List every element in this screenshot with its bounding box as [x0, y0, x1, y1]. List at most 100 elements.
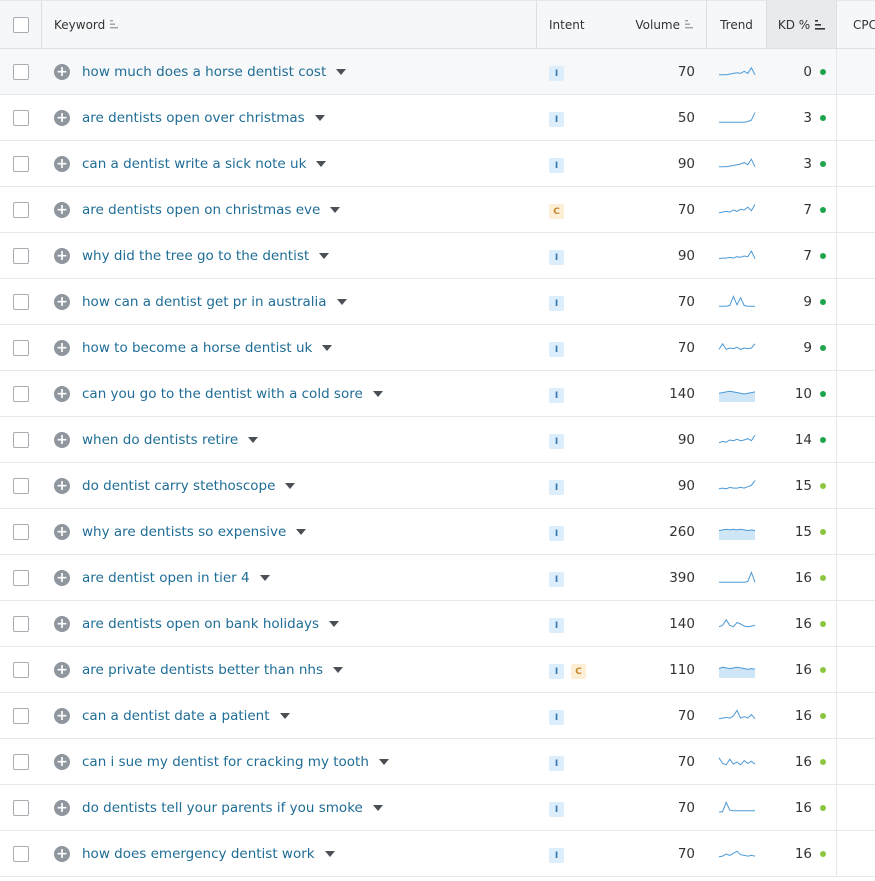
keyword-link[interactable]: how to become a horse dentist uk	[82, 339, 313, 356]
table-row: + can you go to the dentist with a cold …	[0, 371, 875, 417]
keyword-link[interactable]: can a dentist date a patient	[82, 707, 270, 724]
row-checkbox[interactable]	[13, 293, 29, 310]
add-keyword-icon[interactable]: +	[54, 109, 70, 126]
chevron-down-icon[interactable]	[285, 482, 296, 489]
kd-value: 10	[794, 385, 812, 402]
chevron-down-icon[interactable]	[324, 850, 335, 857]
keyword-link[interactable]: how does emergency dentist work	[82, 845, 315, 862]
header-volume[interactable]: Volume	[607, 1, 707, 48]
add-keyword-icon[interactable]: +	[54, 753, 70, 770]
row-checkbox[interactable]	[13, 707, 29, 724]
intent-badge: I	[549, 618, 564, 633]
chevron-down-icon[interactable]	[378, 758, 389, 765]
keyword-link[interactable]: are dentist open in tier 4	[82, 569, 250, 586]
chevron-down-icon[interactable]	[259, 574, 270, 581]
chevron-down-icon[interactable]	[296, 528, 307, 535]
keyword-link[interactable]: are dentists open over christmas	[82, 109, 305, 126]
row-checkbox[interactable]	[13, 569, 29, 586]
row-checkbox[interactable]	[13, 109, 29, 126]
row-checkbox[interactable]	[13, 799, 29, 816]
kd-difficulty-dot	[820, 758, 826, 765]
add-keyword-icon[interactable]: +	[54, 201, 70, 218]
add-keyword-icon[interactable]: +	[54, 799, 70, 816]
add-keyword-icon[interactable]: +	[54, 523, 70, 540]
trend-line	[718, 850, 756, 857]
header-kd[interactable]: KD %	[767, 1, 837, 48]
add-keyword-icon[interactable]: +	[54, 615, 70, 632]
keyword-link[interactable]: do dentists tell your parents if you smo…	[82, 799, 363, 816]
keyword-link[interactable]: how can a dentist get pr in australia	[82, 293, 327, 310]
keyword-link[interactable]: why are dentists so expensive	[82, 523, 287, 540]
cpc-cell	[837, 187, 875, 232]
row-select-cell	[0, 831, 42, 876]
trend-sparkline	[718, 666, 756, 678]
keyword-link[interactable]: why did the tree go to the dentist	[82, 247, 310, 264]
add-keyword-icon[interactable]: +	[54, 339, 70, 356]
header-keyword[interactable]: Keyword	[42, 1, 537, 48]
chevron-down-icon[interactable]	[372, 390, 383, 397]
chevron-down-icon[interactable]	[336, 298, 347, 305]
add-keyword-icon[interactable]: +	[54, 845, 70, 862]
add-keyword-icon[interactable]: +	[54, 707, 70, 724]
row-checkbox[interactable]	[13, 201, 29, 218]
chevron-down-icon[interactable]	[372, 804, 383, 811]
table-row: + how can a dentist get pr in australia …	[0, 279, 875, 325]
add-keyword-icon[interactable]: +	[54, 477, 70, 494]
add-keyword-icon[interactable]: +	[54, 569, 70, 586]
keyword-link[interactable]: are private dentists better than nhs	[82, 661, 323, 678]
chevron-down-icon[interactable]	[314, 114, 325, 121]
add-keyword-icon[interactable]: +	[54, 385, 70, 402]
add-keyword-icon[interactable]: +	[54, 155, 70, 172]
add-keyword-icon[interactable]: +	[54, 63, 70, 80]
row-checkbox[interactable]	[13, 247, 29, 264]
intent-cell: C	[537, 187, 607, 232]
kd-cell: 16	[767, 555, 837, 600]
keyword-link[interactable]: do dentist carry stethoscope	[82, 477, 276, 494]
row-checkbox[interactable]	[13, 615, 29, 632]
chevron-down-icon[interactable]	[333, 666, 343, 673]
chevron-down-icon[interactable]	[248, 436, 259, 443]
add-keyword-icon[interactable]: +	[54, 661, 70, 678]
row-checkbox[interactable]	[13, 155, 29, 172]
keyword-link[interactable]: when do dentists retire	[82, 431, 239, 448]
keyword-link[interactable]: how much does a horse dentist cost	[82, 63, 327, 80]
row-checkbox[interactable]	[13, 63, 29, 80]
row-checkbox[interactable]	[13, 385, 29, 402]
row-checkbox[interactable]	[13, 477, 29, 494]
keyword-cell: + can a dentist date a patient	[42, 693, 537, 738]
row-checkbox[interactable]	[13, 431, 29, 448]
add-keyword-icon[interactable]: +	[54, 293, 70, 310]
chevron-down-icon[interactable]	[319, 252, 330, 259]
table-row: + when do dentists retire I 90 14	[0, 417, 875, 463]
chevron-down-icon[interactable]	[316, 160, 327, 167]
keyword-link[interactable]: are dentists open on bank holidays	[82, 615, 320, 632]
keyword-link[interactable]: can you go to the dentist with a cold so…	[82, 385, 363, 402]
row-checkbox[interactable]	[13, 661, 29, 678]
add-keyword-icon[interactable]: +	[54, 431, 70, 448]
trend-sparkline	[718, 800, 755, 813]
intent-cell: I	[537, 325, 607, 370]
sort-active-icon	[815, 19, 826, 30]
chevron-down-icon[interactable]	[329, 620, 340, 627]
cpc-cell	[837, 371, 875, 416]
row-checkbox[interactable]	[13, 753, 29, 770]
chevron-down-icon[interactable]	[336, 68, 347, 75]
row-checkbox[interactable]	[13, 523, 29, 540]
add-keyword-icon[interactable]: +	[54, 247, 70, 264]
kd-value: 16	[794, 707, 812, 724]
row-select-cell	[0, 601, 42, 646]
select-all-checkbox[interactable]	[12, 16, 29, 33]
row-checkbox[interactable]	[13, 845, 29, 862]
kd-difficulty-dot	[820, 850, 826, 857]
chevron-down-icon[interactable]	[279, 712, 290, 719]
keyword-link[interactable]: can a dentist write a sick note uk	[82, 155, 307, 172]
chevron-down-icon[interactable]	[330, 206, 341, 213]
trend-line	[718, 479, 756, 489]
keyword-cell: + why did the tree go to the dentist	[42, 233, 537, 278]
header-cpc[interactable]: CPC	[837, 1, 875, 48]
row-checkbox[interactable]	[13, 339, 29, 356]
keyword-link[interactable]: are dentists open on christmas eve	[82, 201, 321, 218]
chevron-down-icon[interactable]	[322, 344, 333, 351]
keyword-link[interactable]: can i sue my dentist for cracking my too…	[82, 753, 369, 770]
intent-badge: I	[549, 710, 564, 725]
